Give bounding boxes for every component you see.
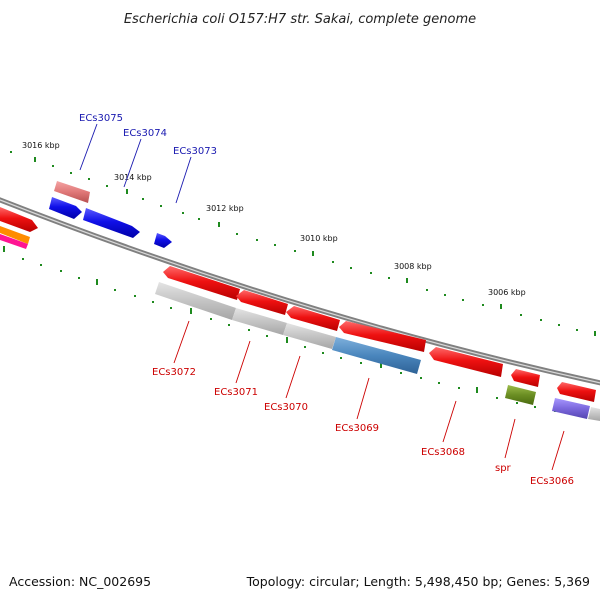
genome-summary-text: Topology: circular; Length: 5,498,450 bp… — [246, 574, 590, 589]
feature-red-upper-6[interactable] — [511, 369, 540, 387]
forward-labels: ECs3075 ECs3074 ECs3073 — [79, 113, 217, 204]
genome-backbone-highlight — [0, 199, 600, 384]
kbp-label-3010: 3010 kbp — [300, 234, 338, 243]
accession-text: Accession: NC_002695 — [9, 574, 151, 589]
feature-red-upper-5[interactable] — [429, 347, 503, 377]
leader-ecs3075 — [79, 123, 98, 171]
kbp-label-3016: 3016 kbp — [22, 141, 60, 150]
feature-ecs3072[interactable] — [155, 282, 236, 320]
feature-ecs3070[interactable] — [283, 323, 336, 349]
feature-ecs3066[interactable] — [552, 398, 590, 419]
leader-ecs3072 — [173, 320, 190, 364]
label-ecs3066[interactable]: ECs3066 — [530, 476, 574, 487]
reverse-features — [155, 266, 600, 421]
feature-offscreen-left-orange[interactable] — [0, 226, 30, 244]
feature-red-upper-4[interactable] — [339, 321, 426, 352]
feature-ecs3075[interactable] — [54, 181, 90, 203]
feature-offscreen-left-red[interactable] — [0, 207, 38, 232]
feature-red-upper-1[interactable] — [163, 266, 240, 300]
kbp-label-3012: 3012 kbp — [206, 204, 244, 213]
feature-red-upper-3[interactable] — [286, 306, 340, 331]
feature-red-upper-2[interactable] — [236, 290, 288, 315]
label-ecs3068[interactable]: ECs3068 — [421, 447, 465, 458]
genome-title: Escherichia coli O157:H7 str. Sakai, com… — [124, 12, 476, 27]
leader-ecs3071 — [235, 340, 251, 384]
label-spr[interactable]: spr — [495, 463, 512, 474]
label-ecs3070[interactable]: ECs3070 — [264, 402, 308, 413]
outer-tick-ring — [10, 151, 596, 336]
feature-ecs3074-left[interactable] — [49, 197, 82, 219]
feature-offscreen-right-gray[interactable] — [588, 407, 600, 421]
leader-ecs3068 — [442, 400, 457, 443]
feature-ecs3073[interactable] — [154, 233, 172, 248]
kbp-label-3014: 3014 kbp — [114, 173, 152, 182]
label-ecs3072[interactable]: ECs3072 — [152, 367, 196, 378]
leader-ecs3074 — [123, 138, 142, 188]
leader-ecs3070 — [285, 355, 301, 399]
reverse-labels: ECs3072 ECs3071 ECs3070 ECs3069 ECs3068 … — [152, 320, 574, 487]
feature-ecs3074[interactable] — [83, 208, 140, 238]
leader-ecs3073 — [175, 156, 192, 204]
leader-spr — [504, 418, 516, 459]
leader-ecs3069 — [356, 377, 370, 420]
kbp-label-3006: 3006 kbp — [488, 288, 526, 297]
forward-features — [0, 181, 172, 249]
label-ecs3074[interactable]: ECs3074 — [123, 128, 167, 139]
feature-red-upper-7[interactable] — [557, 382, 596, 402]
label-ecs3075[interactable]: ECs3075 — [79, 113, 123, 124]
label-ecs3069[interactable]: ECs3069 — [335, 423, 379, 434]
kbp-label-3008: 3008 kbp — [394, 262, 432, 271]
feature-offscreen-left-magenta[interactable] — [0, 234, 28, 249]
feature-ecs3069[interactable] — [332, 337, 421, 374]
label-ecs3071[interactable]: ECs3071 — [214, 387, 258, 398]
feature-ecs3071[interactable] — [232, 308, 287, 335]
feature-spr[interactable] — [505, 385, 536, 405]
label-ecs3073[interactable]: ECs3073 — [173, 146, 217, 157]
leader-ecs3066 — [551, 430, 565, 471]
